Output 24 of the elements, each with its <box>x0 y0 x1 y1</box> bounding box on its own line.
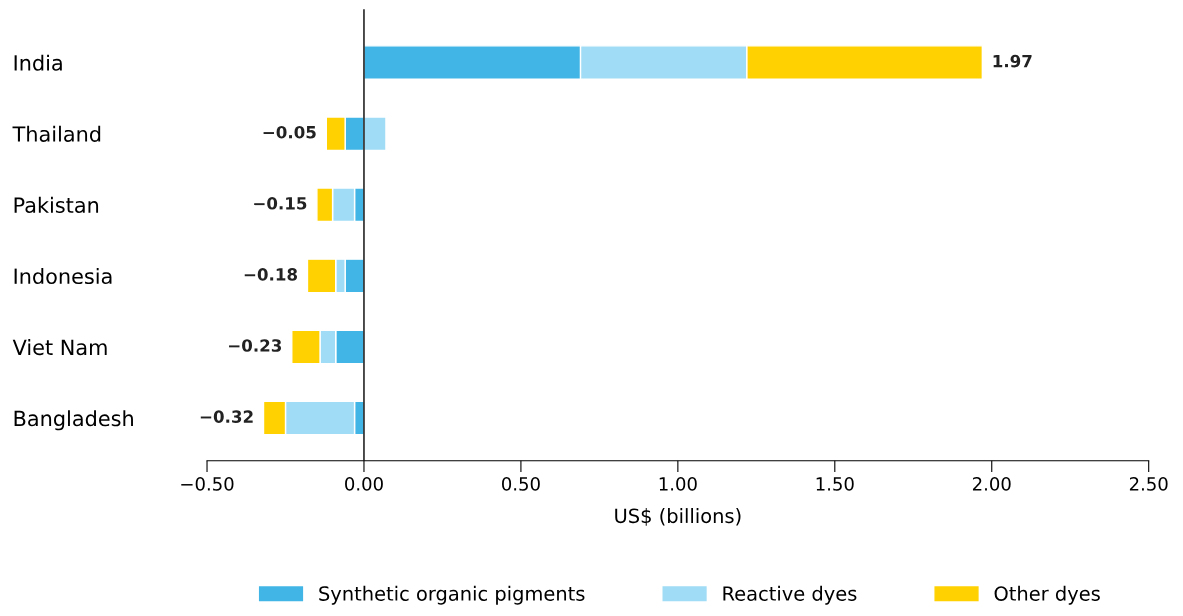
y-tick-label: Pakistan <box>14 196 99 213</box>
x-axis-title: US$ (billions) <box>615 508 741 526</box>
total-label: 1.97 <box>993 54 1032 68</box>
total-label: −0.23 <box>229 339 282 352</box>
y-tick-label: India <box>14 54 62 71</box>
legend-label: Reactive dyes <box>723 585 857 605</box>
y-tick-label: Indonesia <box>14 267 112 285</box>
total-label: −0.15 <box>254 197 307 210</box>
legend-label: Other dyes <box>994 585 1100 605</box>
x-tick-label: 1.00 <box>659 477 697 491</box>
x-tick-label: −0.50 <box>181 477 234 491</box>
y-tick-label: Viet Nam <box>12 339 107 356</box>
x-tick-label: 2.00 <box>972 477 1011 491</box>
x-tick-label: 0.50 <box>502 477 540 491</box>
x-tick-label: 2.50 <box>1129 477 1168 491</box>
x-tick-label: 1.50 <box>816 477 854 491</box>
legend-label: Synthetic organic pigments <box>319 585 585 605</box>
total-label: −0.18 <box>244 268 298 281</box>
y-tick-label: Bangladesh <box>14 410 133 431</box>
x-tick-label: 0.00 <box>345 477 383 491</box>
y-tick-label: Thailand <box>12 125 101 142</box>
total-label: −0.05 <box>263 125 316 139</box>
bar <box>363 116 387 152</box>
total-label: −0.32 <box>200 410 253 423</box>
